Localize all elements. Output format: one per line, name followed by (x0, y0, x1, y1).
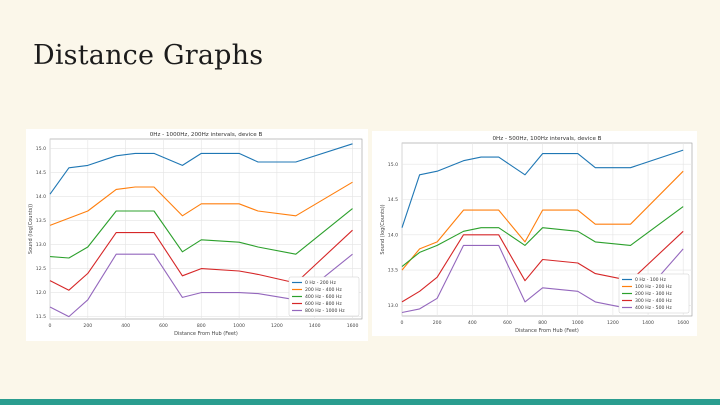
legend-box (618, 273, 690, 314)
x-tick-label: 1200 (271, 323, 283, 329)
legend-label: 400 Hz - 500 Hz (635, 305, 672, 311)
y-tick-label: 11.5 (36, 314, 46, 320)
legend-label: 800 Hz - 1000 Hz (305, 308, 345, 314)
x-tick-label: 200 (83, 323, 92, 329)
x-tick-label: 800 (538, 320, 547, 326)
legend-label: 300 Hz - 400 Hz (635, 298, 672, 304)
y-tick-label: 13.0 (36, 242, 46, 248)
y-tick-label: 13.5 (388, 268, 398, 274)
series-line (49, 143, 353, 195)
legend-label: 0 Hz - 200 Hz (305, 280, 337, 286)
legend-label: 0 Hz - 100 Hz (635, 277, 667, 283)
legend-box (288, 276, 360, 317)
legend-label: 400 Hz - 600 Hz (305, 294, 342, 300)
series-line (401, 149, 684, 228)
chart-panel-right: 0 200 400 600 800 1000 1200 1400 1600 13.0 13.5 14.… (372, 131, 697, 336)
series-line (401, 206, 684, 268)
chart-title: 0Hz - 500Hz, 100Hz intervals, device B (492, 136, 601, 142)
x-axis-label: Distance From Hub (Feet) (515, 328, 579, 334)
x-axis-label: Distance From Hub (Feet) (174, 331, 238, 337)
x-tick-label: 1200 (607, 320, 619, 326)
x-tick-label: 1400 (309, 323, 321, 329)
legend-label: 100 Hz - 200 Hz (635, 284, 672, 290)
line-chart-right: 0 200 400 600 800 1000 1200 1400 1600 13.0 13.5 14.… (380, 136, 693, 334)
y-tick-label: 13.0 (388, 303, 398, 309)
y-tick-label: 14.5 (36, 170, 46, 176)
series-line (401, 230, 684, 303)
y-tick-label: 14.5 (388, 197, 398, 203)
x-tick-label: 1600 (677, 320, 689, 326)
x-tick-label: 800 (197, 323, 206, 329)
x-tick-label: 0 (401, 320, 404, 326)
series-line (49, 229, 353, 291)
x-tick-label: 1400 (642, 320, 654, 326)
y-axis-label: Sound (log(Counts)) (380, 204, 386, 254)
chart-title: 0Hz - 1000Hz, 200Hz intervals, device B (150, 132, 263, 138)
x-tick-label: 1600 (347, 323, 359, 329)
x-tick-label: 0 (49, 323, 52, 329)
x-tick-label: 600 (503, 320, 512, 326)
chart-panel-left: 0 200 400 600 800 1000 1200 1400 1600 11.5 12.0 12.… (26, 129, 368, 341)
x-tick-label: 400 (468, 320, 477, 326)
series-line (49, 181, 353, 226)
x-tick-label: 600 (159, 323, 168, 329)
y-tick-label: 12.5 (36, 266, 46, 272)
y-tick-label: 15.0 (388, 162, 398, 168)
y-tick-label: 14.0 (388, 232, 398, 238)
y-axis-label: Sound (log(Counts)) (28, 204, 34, 254)
x-tick-label: 1000 (233, 323, 245, 329)
line-chart-left: 0 200 400 600 800 1000 1200 1400 1600 11.5 12.0 12.… (28, 132, 363, 337)
series-line (49, 208, 353, 259)
legend-label: 600 Hz - 800 Hz (305, 301, 342, 307)
x-tick-label: 200 (433, 320, 442, 326)
series-line (49, 253, 353, 318)
accent-bar (0, 399, 720, 405)
series-line (401, 244, 684, 314)
slide-title: Distance Graphs (33, 40, 264, 71)
series-line (401, 170, 684, 271)
y-tick-label: 15.0 (36, 146, 46, 152)
y-tick-label: 13.5 (36, 218, 46, 224)
y-tick-label: 14.0 (36, 194, 46, 200)
x-tick-label: 1000 (572, 320, 584, 326)
x-tick-label: 400 (121, 323, 130, 329)
y-tick-label: 12.0 (36, 290, 46, 296)
legend-label: 200 Hz - 300 Hz (635, 291, 672, 297)
legend-label: 200 Hz - 400 Hz (305, 287, 342, 293)
